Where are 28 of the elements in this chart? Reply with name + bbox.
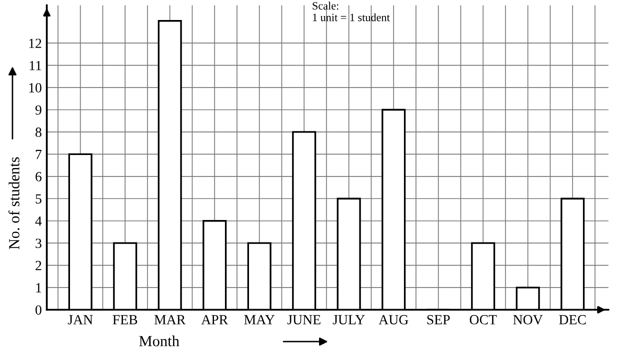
y-tick-label: 8: [36, 128, 42, 137]
x-tick-label: JULY: [332, 315, 365, 324]
x-tick-label: SEP: [427, 315, 450, 324]
y-tick-label: 3: [36, 238, 42, 248]
x-tick-label: MAY: [244, 315, 275, 324]
x-axis-title: Month: [139, 336, 180, 346]
y-tick-label: 2: [36, 260, 42, 270]
y-tick-label: 11: [30, 60, 42, 70]
y-tick-label: 7: [36, 150, 42, 160]
y-tick-label: 5: [36, 194, 42, 204]
x-tick-label: MAR: [154, 315, 186, 324]
y-tick-label: 6: [36, 172, 42, 182]
y-tick-label: 12: [29, 38, 42, 48]
x-tick-label: JAN: [68, 315, 93, 324]
y-tick-label: 9: [35, 105, 42, 115]
x-tick-label: NOV: [513, 315, 543, 324]
x-tick-label: FEB: [112, 315, 138, 324]
x-tick-label: APR: [201, 315, 228, 324]
y-axis-title: No. of students: [8, 157, 20, 250]
y-tick-label: 4: [35, 216, 42, 226]
y-tick-label: 10: [29, 83, 42, 92]
annotation: Scale: 1 unit = 1 student: [312, 2, 390, 22]
y-tick-label: 1: [36, 283, 42, 292]
x-tick-label: AUG: [378, 315, 408, 324]
x-tick-label: JUNE: [287, 315, 320, 324]
x-tick-label: OCT: [470, 315, 497, 324]
y-tick-label: 0: [36, 305, 42, 315]
x-tick-label: DEC: [559, 315, 586, 324]
